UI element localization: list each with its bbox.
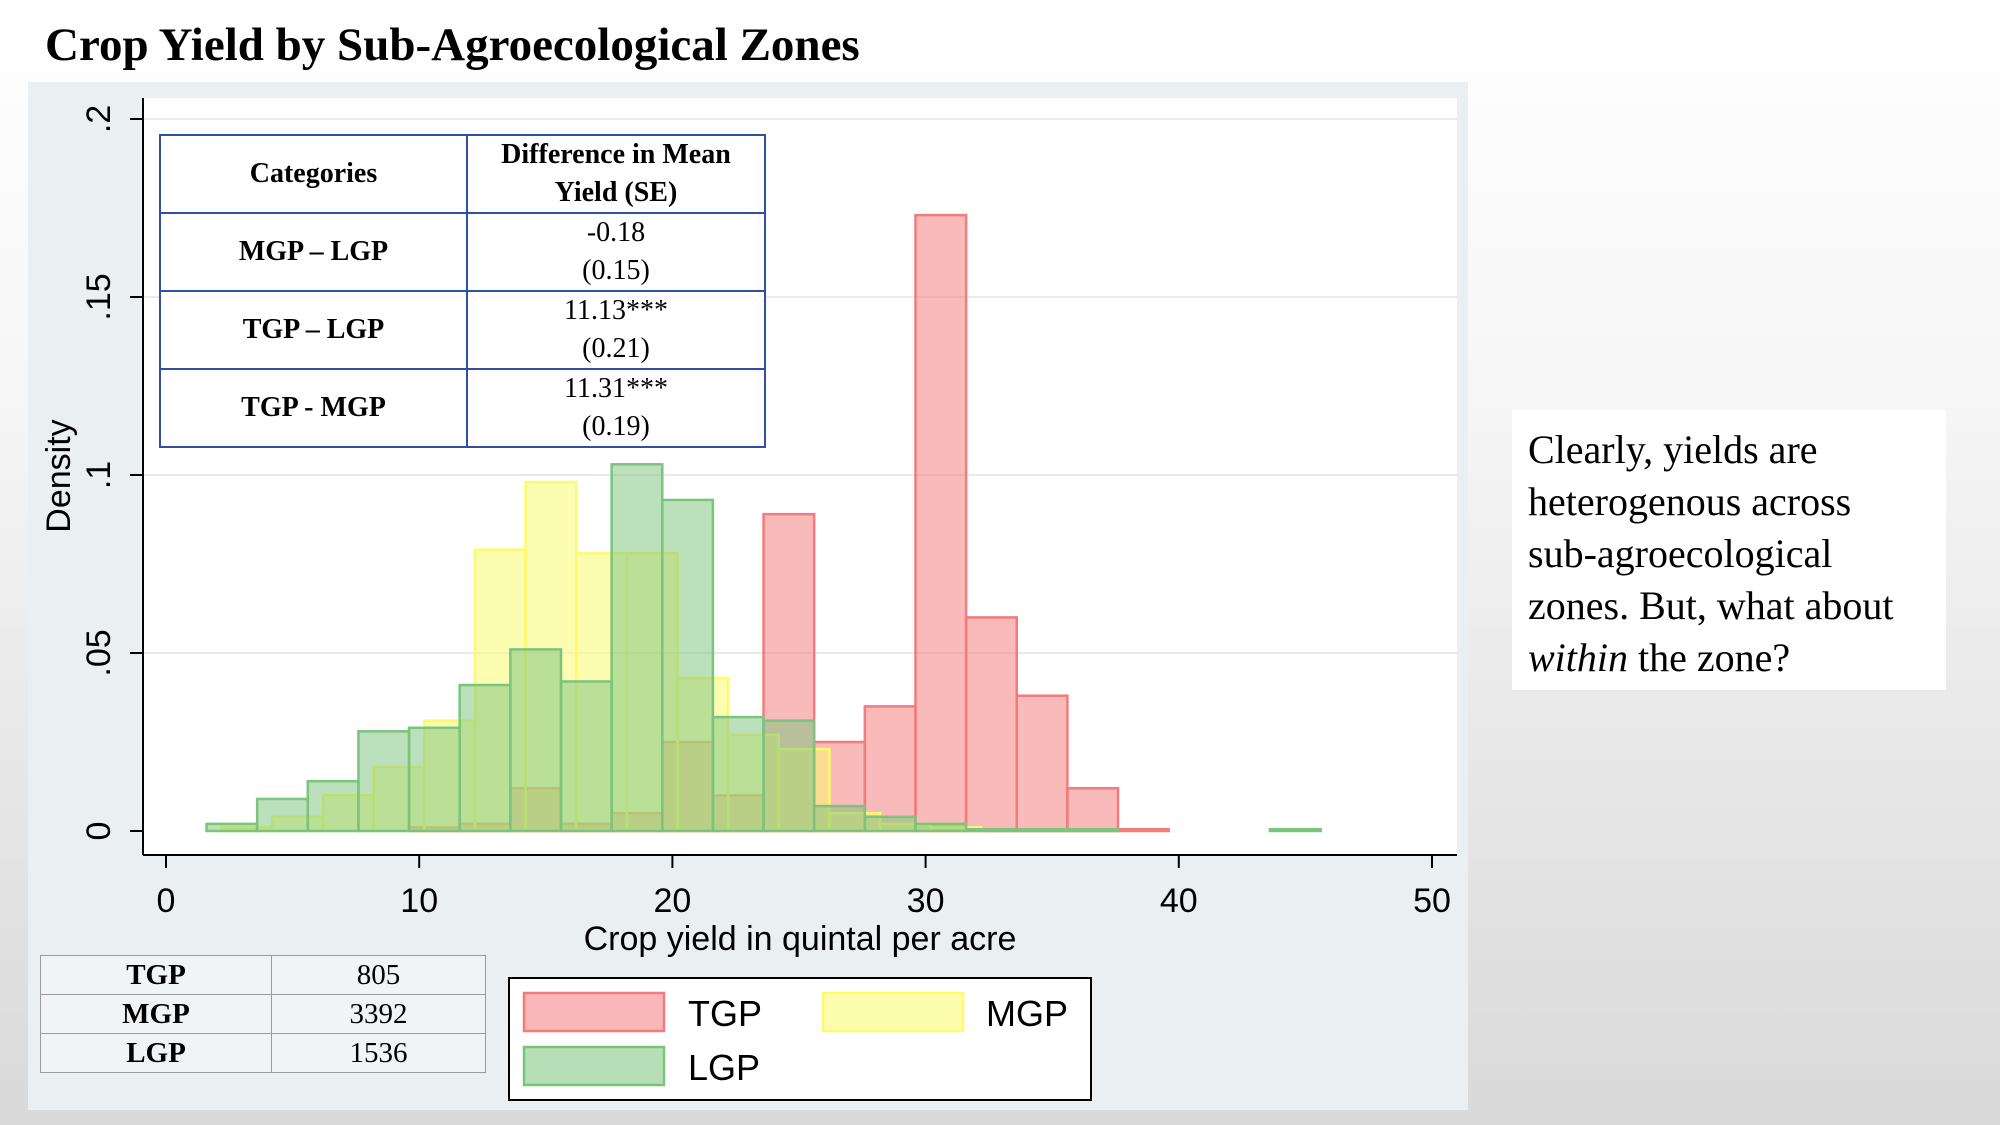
- histogram-bar-lgp: [812, 804, 867, 833]
- axis-ticks: 0 10 20 30 40 50 0 .05 .1 .15 .2: [80, 105, 1451, 920]
- histogram-bar-lgp: [205, 822, 259, 833]
- y-tick-label: .15: [80, 273, 118, 320]
- count-cell: 805: [271, 955, 486, 995]
- histogram-bar-tgp: [964, 616, 1019, 833]
- standard-error-value: (0.21): [582, 333, 650, 364]
- histogram-bar-tgp: [1066, 787, 1120, 833]
- table-header-row: Categories Difference in Mean Yield (SE): [159, 134, 766, 214]
- histogram-bar-lgp: [1268, 827, 1322, 833]
- table-row: TGP - MGP 11.31*** (0.19): [159, 368, 766, 448]
- count-cell: 1536: [271, 1033, 486, 1073]
- legend-swatch-lgp: [522, 1045, 666, 1087]
- histogram-bar-lgp: [711, 715, 765, 833]
- x-axis-title: Crop yield in quintal per acre: [584, 920, 1017, 958]
- legend-label-lgp: LGP: [688, 1047, 760, 1088]
- histogram-bar-lgp: [407, 726, 461, 833]
- histogram-bar-lgp: [914, 822, 968, 833]
- legend-label-tgp: TGP: [688, 993, 762, 1034]
- histogram-bar-lgp: [762, 719, 816, 833]
- histogram-bar-lgp: [306, 779, 360, 833]
- x-tick-label: 0: [157, 882, 176, 920]
- category-cell: TGP - MGP: [159, 368, 468, 448]
- y-tick-label: 0: [80, 822, 118, 841]
- x-tick-label: 10: [400, 882, 438, 920]
- histogram-bar-lgp: [863, 815, 917, 833]
- histogram-bar-tgp: [914, 213, 968, 833]
- y-tick-label: .1: [80, 461, 118, 489]
- legend-label-mgp: MGP: [986, 993, 1068, 1034]
- x-tick-label: 20: [653, 882, 691, 920]
- histogram-bar-lgp: [458, 683, 512, 833]
- x-tick-label: 50: [1413, 882, 1451, 920]
- histogram-bar-lgp: [559, 680, 613, 833]
- histogram-bar-lgp: [357, 730, 411, 833]
- x-tick-label: 30: [907, 882, 945, 920]
- table-row: TGP 805: [40, 955, 486, 995]
- count-cell: 3392: [271, 994, 486, 1034]
- histogram-bar-lgp: [964, 827, 1019, 833]
- y-tick-label: .2: [80, 105, 118, 133]
- table-row: LGP 1536: [40, 1033, 486, 1073]
- histogram-bar-tgp: [1116, 827, 1170, 833]
- difference-value: 11.13***: [564, 295, 668, 326]
- y-tick-label: .05: [80, 629, 118, 676]
- legend-swatch-mgp: [821, 991, 965, 1033]
- histogram-bar-lgp: [661, 498, 715, 833]
- zone-cell: MGP: [40, 994, 272, 1034]
- commentary-text-box: Clearly, yields are heterogenous across …: [1512, 410, 1946, 690]
- histogram-bar-lgp: [1066, 827, 1120, 833]
- difference-in-means-table: Categories Difference in Mean Yield (SE)…: [159, 134, 766, 448]
- table-row: MGP 3392: [40, 994, 486, 1034]
- difference-cell: 11.13*** (0.21): [466, 290, 766, 370]
- histogram-bar-lgp: [255, 797, 310, 833]
- zone-cell: LGP: [40, 1033, 272, 1073]
- difference-cell: 11.31*** (0.19): [466, 368, 766, 448]
- zone-cell: TGP: [40, 955, 272, 995]
- category-cell: MGP – LGP: [159, 212, 468, 292]
- header-categories: Categories: [159, 134, 468, 214]
- slide-title: Crop Yield by Sub-Agroecological Zones: [45, 19, 860, 71]
- note-text-end: the zone?: [1628, 635, 1791, 680]
- histogram-bar-lgp: [1015, 827, 1069, 833]
- histogram-bars: [205, 213, 1322, 833]
- x-tick-label: 40: [1160, 882, 1198, 920]
- standard-error-value: (0.19): [582, 411, 650, 442]
- standard-error-value: (0.15): [582, 255, 650, 286]
- histogram-bar-tgp: [1015, 694, 1069, 833]
- legend: TGP MGP LGP: [508, 977, 1092, 1101]
- table-row: TGP – LGP 11.13*** (0.21): [159, 290, 766, 370]
- difference-value: -0.18: [586, 217, 646, 248]
- difference-value: 11.31***: [564, 373, 668, 404]
- note-text-emphasis: within: [1528, 635, 1629, 680]
- header-difference: Difference in Mean Yield (SE): [466, 134, 766, 214]
- y-axis-title: Density: [40, 419, 78, 532]
- note-text-start: Clearly, yields are heterogenous across …: [1528, 427, 1894, 628]
- histogram-bar-lgp: [610, 463, 664, 833]
- legend-swatch-tgp: [522, 991, 666, 1033]
- difference-cell: -0.18 (0.15): [466, 212, 766, 292]
- histogram-bar-lgp: [509, 648, 563, 833]
- sample-count-table: TGP 805 MGP 3392 LGP 1536: [40, 955, 486, 1073]
- category-cell: TGP – LGP: [159, 290, 468, 370]
- table-row: MGP – LGP -0.18 (0.15): [159, 212, 766, 292]
